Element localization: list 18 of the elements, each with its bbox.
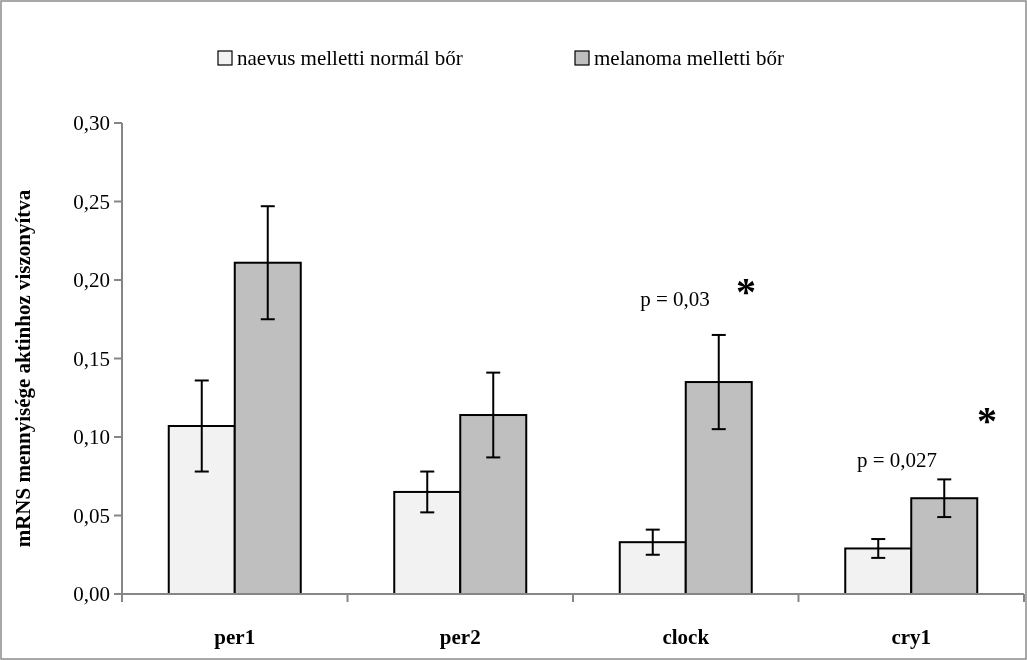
x-tick-label: per2 [439,625,481,649]
legend-label: naevus melletti normál bőr [237,46,463,71]
annotation: * [977,398,997,443]
y-tick-label: 0,00 [73,582,110,607]
y-tick-label: 0,25 [73,189,110,214]
y-tick-label: 0,10 [73,425,110,450]
y-tick-label: 0,15 [73,346,110,371]
annotation: p = 0,027 [856,448,938,472]
x-tick-label: clock [662,625,710,649]
y-axis-title: mRNS mennyisége aktinhoz viszonyítva [11,189,35,548]
x-tick-label: per1 [214,625,256,649]
y-tick-label: 0,20 [73,268,110,293]
y-tick-label: 0,05 [73,503,110,528]
legend-label: melanoma melletti bőr [594,46,785,71]
x-tick-label: cry1 [891,625,932,649]
annotation: p = 0,03 [640,287,710,311]
y-tick-label: 0,30 [73,111,110,136]
annotation: * [736,269,756,314]
